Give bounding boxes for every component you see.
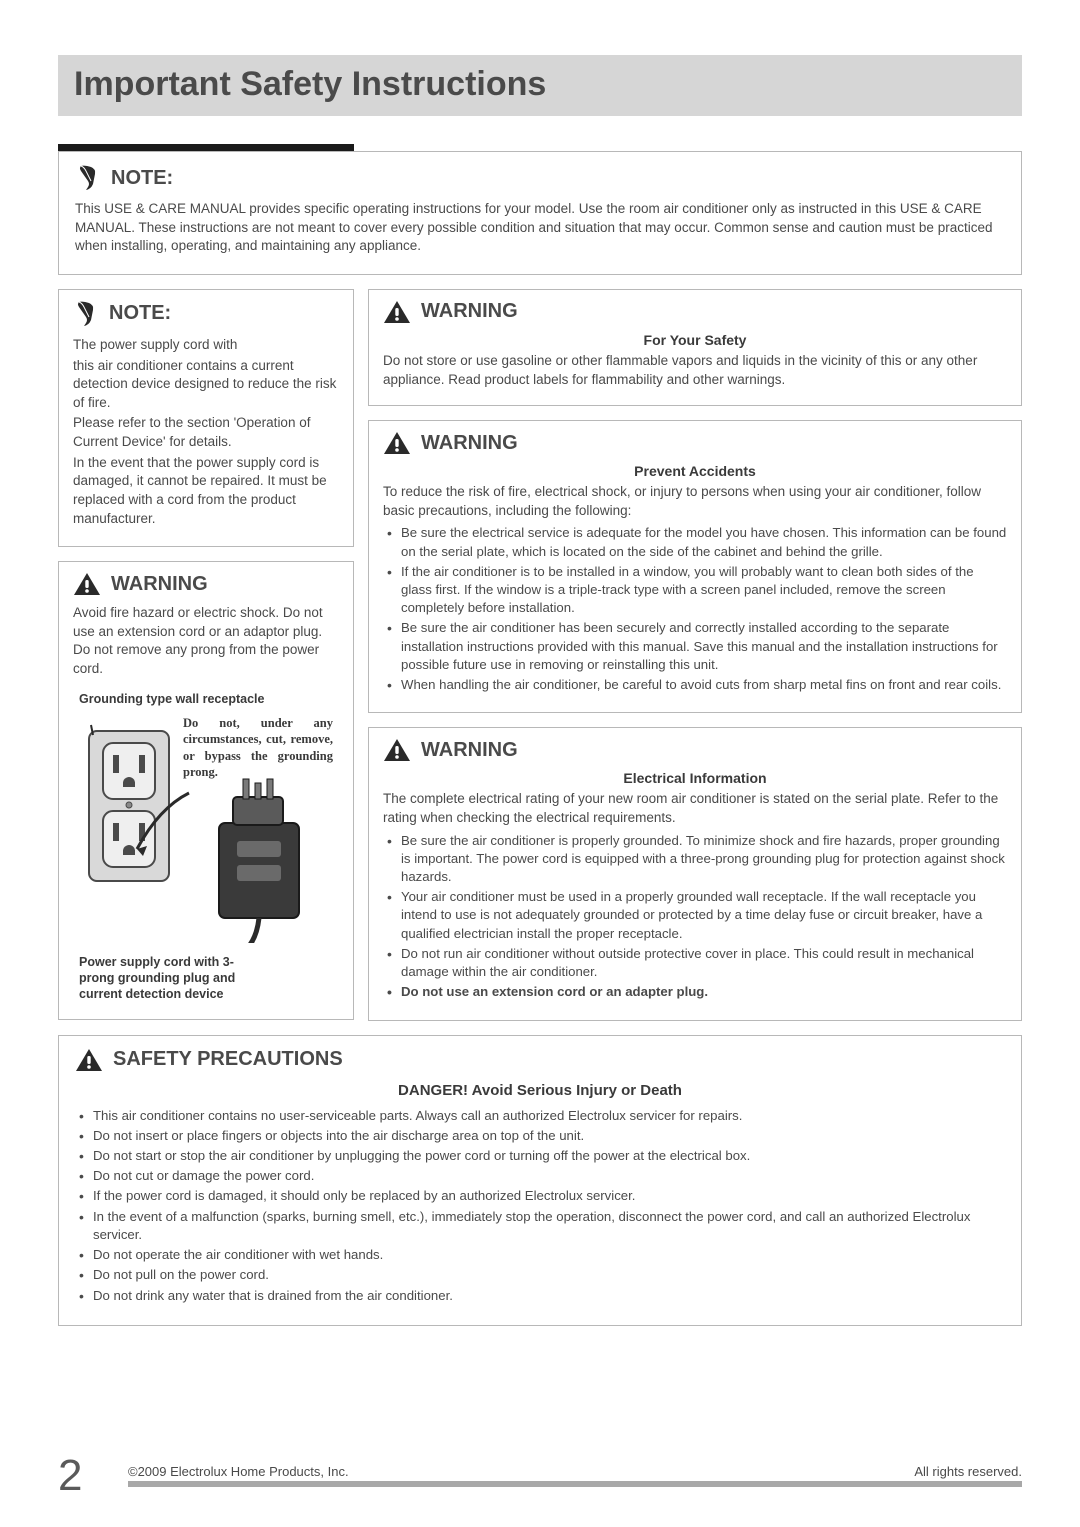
warning-electrical-list: Be sure the air conditioner is properly …	[383, 832, 1007, 1002]
warning-accidents-box: WARNING Prevent Accidents To reduce the …	[368, 420, 1022, 713]
list-item: When handling the air conditioner, be ca…	[383, 676, 1007, 694]
warning-icon	[383, 300, 411, 324]
list-item: Do not insert or place fingers or object…	[75, 1127, 1005, 1145]
warning-safety-text: Do not store or use gasoline or other fl…	[383, 352, 1007, 389]
warning-accidents-header: WARNING	[383, 431, 1007, 455]
list-item: This air conditioner contains no user-se…	[75, 1107, 1005, 1125]
section-rule	[58, 144, 354, 151]
note-label: NOTE:	[111, 167, 173, 190]
list-item-bold: Do not use an extension cord or an adapt…	[383, 983, 1007, 1001]
diagram-label-bottom: Power supply cord with 3-prong grounding…	[79, 954, 259, 1003]
warning-fire-text: Avoid fire hazard or electric shock. Do …	[73, 604, 339, 679]
page-footer: ©2009 Electrolux Home Products, Inc. All…	[58, 1464, 1022, 1487]
note-icon	[75, 164, 101, 192]
right-column: WARNING For Your Safety Do not store or …	[368, 289, 1022, 1021]
note-icon	[73, 300, 99, 328]
safety-precautions-label: SAFETY PRECAUTIONS	[113, 1048, 343, 1071]
list-item: If the air conditioner is to be installe…	[383, 563, 1007, 618]
note-cord-line: Please refer to the section 'Operation o…	[73, 414, 339, 451]
two-column-region: NOTE: The power supply cord with this ai…	[58, 289, 1022, 1021]
warning-electrical-header: WARNING	[383, 738, 1007, 762]
warning-fire-label: WARNING	[111, 573, 208, 596]
note-cord-header: NOTE:	[73, 300, 339, 328]
diagram-callout: Do not, under any circumstances, cut, re…	[183, 715, 333, 780]
warning-safety-box: WARNING For Your Safety Do not store or …	[368, 289, 1022, 406]
warning-icon	[75, 1048, 103, 1072]
list-item: Do not run air conditioner without outsi…	[383, 945, 1007, 981]
title-bar: Important Safety Instructions	[58, 55, 1022, 116]
safety-precautions-header: SAFETY PRECAUTIONS	[75, 1048, 1005, 1072]
danger-title: DANGER! Avoid Serious Injury or Death	[75, 1082, 1005, 1099]
list-item: Be sure the air conditioner has been sec…	[383, 619, 1007, 674]
warning-accidents-intro: To reduce the risk of fire, electrical s…	[383, 483, 1007, 520]
safety-precautions-list: This air conditioner contains no user-se…	[75, 1107, 1005, 1305]
footer-line: ©2009 Electrolux Home Products, Inc. All…	[58, 1464, 1022, 1479]
note-top-box: NOTE: This USE & CARE MANUAL provides sp…	[58, 151, 1022, 275]
warning-fire-header: WARNING	[73, 572, 339, 596]
note-cord-text: The power supply cord with this air cond…	[73, 336, 339, 528]
warning-safety-header: WARNING	[383, 300, 1007, 324]
grounding-diagram: Grounding type wall receptacle	[73, 691, 339, 1003]
list-item: Do not operate the air conditioner with …	[75, 1246, 1005, 1264]
page-title: Important Safety Instructions	[74, 65, 1006, 104]
warning-accidents-label: WARNING	[421, 432, 518, 455]
rights-text: All rights reserved.	[914, 1464, 1022, 1479]
note-header: NOTE:	[75, 164, 1005, 192]
note-cord-line: The power supply cord with	[73, 336, 339, 355]
list-item: Do not start or stop the air conditioner…	[75, 1147, 1005, 1165]
note-cord-line: In the event that the power supply cord …	[73, 454, 339, 529]
diagram-svg: Do not, under any circumstances, cut, re…	[79, 713, 333, 948]
warning-fire-box: WARNING Avoid fire hazard or electric sh…	[58, 561, 354, 1020]
list-item: Your air conditioner must be used in a p…	[383, 888, 1007, 943]
warning-safety-subtitle: For Your Safety	[383, 332, 1007, 348]
footer-rule	[128, 1481, 1022, 1487]
warning-electrical-box: WARNING Electrical Information The compl…	[368, 727, 1022, 1020]
note-cord-line: this air conditioner contains a current …	[73, 357, 339, 413]
warning-icon	[383, 738, 411, 762]
left-column: NOTE: The power supply cord with this ai…	[58, 289, 354, 1021]
warning-electrical-intro: The complete electrical rating of your n…	[383, 790, 1007, 827]
note-cord-box: NOTE: The power supply cord with this ai…	[58, 289, 354, 547]
warning-accidents-list: Be sure the electrical service is adequa…	[383, 524, 1007, 694]
safety-precautions-box: SAFETY PRECAUTIONS DANGER! Avoid Serious…	[58, 1035, 1022, 1326]
copyright-text: ©2009 Electrolux Home Products, Inc.	[128, 1464, 349, 1479]
warning-accidents-subtitle: Prevent Accidents	[383, 463, 1007, 479]
list-item: In the event of a malfunction (sparks, b…	[75, 1208, 1005, 1244]
warning-icon	[383, 431, 411, 455]
list-item: Be sure the air conditioner is properly …	[383, 832, 1007, 887]
list-item: Be sure the electrical service is adequa…	[383, 524, 1007, 560]
list-item: If the power cord is damaged, it should …	[75, 1187, 1005, 1205]
page-number: 2	[58, 1451, 82, 1501]
list-item: Do not cut or damage the power cord.	[75, 1167, 1005, 1185]
note-cord-label: NOTE:	[109, 302, 171, 325]
warning-icon	[73, 572, 101, 596]
diagram-label-top: Grounding type wall receptacle	[79, 691, 333, 707]
list-item: Do not pull on the power cord.	[75, 1266, 1005, 1284]
list-item: Do not drink any water that is drained f…	[75, 1287, 1005, 1305]
warning-electrical-subtitle: Electrical Information	[383, 770, 1007, 786]
warning-electrical-label: WARNING	[421, 739, 518, 762]
note-top-text: This USE & CARE MANUAL provides specific…	[75, 200, 1005, 256]
warning-safety-label: WARNING	[421, 300, 518, 323]
